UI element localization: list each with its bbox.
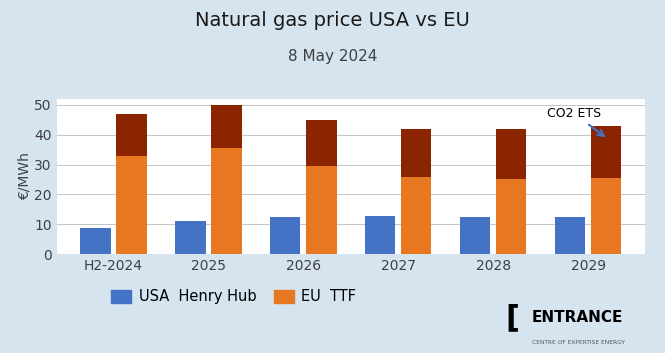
Bar (175, 221, 205, 254)
Text: Natural gas price USA vs EU: Natural gas price USA vs EU (195, 11, 470, 30)
Bar (496, 129, 527, 179)
Text: CO2 ETS: CO2 ETS (547, 107, 604, 136)
Bar (116, 156, 147, 254)
Text: CENTRE OF EXPERTISE ENERGY: CENTRE OF EXPERTISE ENERGY (532, 340, 625, 345)
Text: [: [ (505, 303, 519, 332)
Bar (555, 217, 585, 254)
Y-axis label: €/MWh: €/MWh (17, 152, 31, 201)
Bar (460, 217, 490, 254)
Bar (80, 228, 110, 254)
Bar (211, 105, 241, 148)
Bar (211, 148, 241, 254)
Bar (306, 120, 336, 166)
Bar (365, 216, 396, 254)
Bar (401, 129, 432, 176)
Bar (270, 217, 301, 254)
Bar (591, 126, 621, 178)
Legend: USA  Henry Hub, EU  TTF: USA Henry Hub, EU TTF (111, 289, 356, 304)
Bar (401, 176, 432, 254)
Text: 8 May 2024: 8 May 2024 (288, 49, 377, 64)
Bar (306, 166, 336, 254)
Bar (496, 179, 527, 254)
Text: ENTRANCE: ENTRANCE (532, 310, 623, 325)
Bar (591, 178, 621, 254)
Bar (116, 114, 147, 156)
